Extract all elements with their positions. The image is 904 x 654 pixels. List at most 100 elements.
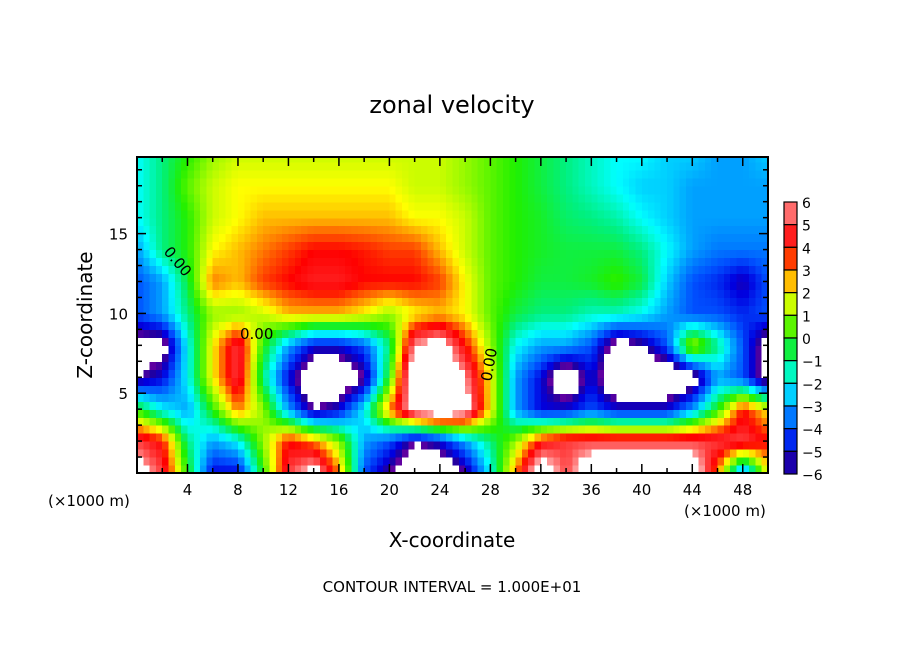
heatmap-cell [477, 313, 485, 322]
heatmap-cell [622, 233, 630, 243]
heatmap-cell [566, 313, 573, 322]
heatmap-cell [168, 377, 176, 386]
heatmap-cell [181, 305, 189, 314]
heatmap-cell [427, 217, 435, 227]
heatmap-cell [673, 157, 681, 163]
heatmap-cell [174, 457, 182, 466]
colorbar-tick-label: 0 [802, 332, 811, 348]
heatmap-cell [288, 465, 296, 474]
heatmap-cell [749, 409, 756, 418]
heatmap-cell [698, 329, 706, 338]
heatmap-cell [206, 313, 214, 322]
heatmap-cell [654, 157, 662, 163]
heatmap-cell [301, 185, 308, 195]
heatmap-cell [521, 321, 529, 330]
heatmap-cell [181, 265, 189, 275]
heatmap-cell [534, 241, 542, 251]
heatmap-cell [528, 265, 536, 275]
heatmap-cell [244, 321, 252, 330]
heatmap-cell [389, 297, 397, 306]
heatmap-cell [547, 177, 555, 187]
heatmap-cell [389, 449, 397, 458]
heatmap-cell [269, 161, 277, 171]
heatmap-cell [364, 273, 372, 283]
heatmap-cell [603, 433, 611, 442]
heatmap-cell [389, 161, 397, 171]
heatmap-cell [420, 457, 428, 466]
heatmap-cell [238, 337, 245, 346]
heatmap-cell [717, 361, 725, 370]
heatmap-cell [326, 257, 334, 267]
heatmap-cell [648, 313, 655, 322]
heatmap-cell [256, 225, 264, 235]
heatmap-cell [465, 217, 472, 227]
heatmap-cell [301, 377, 308, 386]
heatmap-cell [698, 265, 706, 275]
heatmap-cell [395, 417, 403, 426]
heatmap-cell [446, 313, 454, 322]
heatmap-cell [219, 177, 226, 187]
heatmap-cell [616, 177, 624, 187]
heatmap-cell [238, 449, 245, 458]
heatmap-cell [307, 157, 315, 163]
heatmap-cell [149, 177, 157, 187]
heatmap-cell [635, 201, 643, 211]
heatmap-cell [509, 417, 517, 426]
heatmap-cell [660, 385, 668, 394]
heatmap-cell [351, 209, 359, 219]
heatmap-cell [187, 241, 195, 251]
heatmap-cell [395, 281, 403, 291]
heatmap-cell [490, 433, 498, 442]
heatmap-cell [635, 321, 643, 330]
heatmap-cell [730, 369, 737, 378]
heatmap-cell [761, 369, 769, 378]
heatmap-cell [162, 177, 170, 187]
heatmap-cell [704, 273, 712, 283]
heatmap-cell [294, 209, 302, 219]
heatmap-cell [168, 353, 176, 362]
heatmap-cell [427, 233, 435, 243]
heatmap-cell [509, 209, 517, 219]
heatmap-cell [547, 161, 555, 171]
heatmap-cell [730, 417, 737, 426]
heatmap-cell [648, 297, 655, 306]
heatmap-cell [597, 329, 605, 338]
heatmap-cell [269, 313, 277, 322]
heatmap-cell [225, 249, 233, 259]
heatmap-cell [269, 169, 277, 179]
heatmap-cell [521, 185, 529, 195]
heatmap-cell [206, 449, 214, 458]
heatmap-cell [439, 369, 447, 378]
heatmap-cell [484, 369, 491, 378]
heatmap-cell [263, 417, 271, 426]
heatmap-cell [711, 193, 719, 203]
heatmap-cell [452, 393, 460, 402]
heatmap-cell [458, 209, 466, 219]
heatmap-cell [547, 361, 555, 370]
heatmap-cell [301, 441, 308, 450]
heatmap-cell [275, 441, 283, 450]
heatmap-cell [749, 217, 756, 227]
heatmap-cell [219, 385, 226, 394]
heatmap-cell [597, 297, 605, 306]
heatmap-cell [219, 209, 226, 219]
heatmap-cell [484, 297, 491, 306]
heatmap-cell [219, 157, 226, 163]
heatmap-cell [458, 217, 466, 227]
heatmap-cell [736, 393, 744, 402]
heatmap-cell [219, 441, 226, 450]
heatmap-cell [414, 177, 422, 187]
colorbar-tick-label: 1 [802, 309, 811, 325]
heatmap-cell [521, 441, 529, 450]
heatmap-cell [654, 281, 662, 291]
heatmap-cell [742, 289, 750, 299]
heatmap-cell [219, 273, 226, 283]
heatmap-cell [256, 157, 264, 163]
heatmap-cell [288, 233, 296, 243]
heatmap-cell [704, 425, 712, 434]
heatmap-cell [370, 369, 378, 378]
heatmap-cell [610, 457, 618, 466]
heatmap-cell [660, 217, 668, 227]
heatmap-cell [742, 409, 750, 418]
heatmap-cell [389, 385, 397, 394]
